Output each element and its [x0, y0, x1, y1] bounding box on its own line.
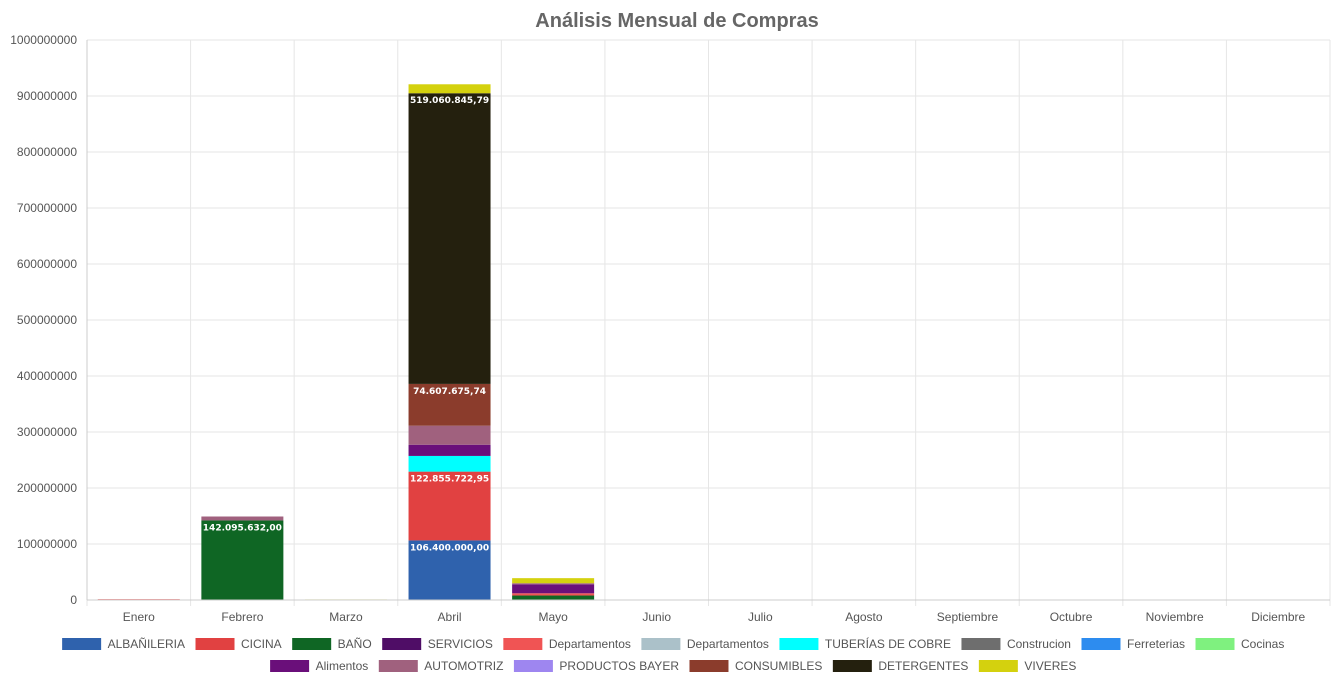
- legend-swatch: [640, 637, 682, 651]
- bar-segment: [512, 595, 595, 600]
- legend-label: Departamentos: [549, 637, 631, 651]
- legend-swatch: [512, 659, 554, 673]
- legend-swatch: [502, 637, 544, 651]
- y-tick-label: 500000000: [17, 313, 77, 327]
- bar-segment: [408, 93, 491, 384]
- legend-label: AUTOMOTRIZ: [424, 659, 503, 673]
- bar-segment: [512, 583, 595, 585]
- bar-segment: [201, 516, 284, 521]
- y-tick-label: 400000000: [17, 369, 77, 383]
- legend-label: DETERGENTES: [878, 659, 968, 673]
- bar-segment: [201, 520, 284, 600]
- legend-swatch: [778, 637, 820, 651]
- bar-segment: [408, 84, 491, 94]
- data-label: 74.607.675,74: [413, 387, 486, 397]
- x-tick-label: Marzo: [329, 610, 363, 624]
- legend-swatch: [269, 659, 311, 673]
- axes: 0 100000000 200000000 300000000 400000000 500…: [10, 33, 1330, 624]
- x-tick-label: Septiembre: [937, 610, 999, 624]
- y-tick-label: 1000000000: [10, 33, 77, 47]
- x-tick-label: Noviembre: [1146, 610, 1204, 624]
- x-tick-label: Abril: [438, 610, 462, 624]
- data-labels: 142.095.632,00 106.400.000,00 122.855.722,…: [203, 96, 489, 553]
- legend-label: VIVERES: [1024, 659, 1076, 673]
- legend-item[interactable]: Construcion: [960, 637, 1071, 651]
- bars: [97, 84, 595, 601]
- y-tick-label: 700000000: [17, 201, 77, 215]
- legend-swatch: [1194, 637, 1236, 651]
- legend-label: Construcion: [1007, 637, 1071, 651]
- bar-segment: [408, 540, 491, 600]
- legend-item[interactable]: Alimentos: [269, 659, 369, 673]
- legend-item[interactable]: Cocinas: [1194, 637, 1284, 651]
- x-tick-label: Enero: [123, 610, 155, 624]
- legend-label: SERVICIOS: [428, 637, 493, 651]
- y-tick-label: 900000000: [17, 89, 77, 103]
- y-tick-label: 800000000: [17, 145, 77, 159]
- bar-segment: [408, 383, 491, 426]
- legend-item[interactable]: SERVICIOS: [381, 637, 493, 651]
- legend-swatch: [381, 637, 423, 651]
- y-tick-label: 300000000: [17, 425, 77, 439]
- data-label: 122.855.722,95: [410, 475, 489, 485]
- bar-segment: [408, 471, 491, 541]
- y-tick-label: 600000000: [17, 257, 77, 271]
- legend-label: CONSUMIBLES: [735, 659, 822, 673]
- legend-item[interactable]: Departamentos: [640, 637, 769, 651]
- legend-item[interactable]: TUBERÍAS DE COBRE: [778, 636, 951, 651]
- legend-swatch: [61, 637, 103, 651]
- legend-swatch: [831, 659, 873, 673]
- legend-label: Cocinas: [1241, 637, 1284, 651]
- legend-item[interactable]: PRODUCTOS BAYER: [512, 659, 679, 673]
- legend-item[interactable]: Departamentos: [502, 637, 631, 651]
- chart-title: Análisis Mensual de Compras: [535, 10, 818, 32]
- y-tick-label: 200000000: [17, 481, 77, 495]
- x-tick-label: Junio: [642, 610, 671, 624]
- legend-swatch: [1080, 637, 1122, 651]
- legend-item[interactable]: AUTOMOTRIZ: [377, 659, 503, 673]
- x-tick-label: Julio: [748, 610, 773, 624]
- bar-segment: [512, 584, 595, 594]
- legend-label: Ferreterias: [1127, 637, 1185, 651]
- y-tick-label: 100000000: [17, 537, 77, 551]
- bar-segment: [408, 425, 491, 445]
- legend-label: TUBERÍAS DE COBRE: [825, 636, 951, 651]
- legend-swatch: [960, 637, 1002, 651]
- x-tick-label: Diciembre: [1251, 610, 1305, 624]
- legend-label: ALBAÑILERIA: [108, 637, 185, 651]
- x-tick-label: Agosto: [845, 610, 883, 624]
- bar-segment: [512, 578, 595, 584]
- legend-label: BAÑO: [338, 637, 372, 651]
- legend-label: PRODUCTOS BAYER: [559, 659, 679, 673]
- y-tick-label: 0: [70, 593, 77, 607]
- bar-segment: [408, 455, 491, 472]
- legend-item[interactable]: CONSUMIBLES: [688, 659, 822, 673]
- data-label: 106.400.000,00: [410, 543, 489, 553]
- legend-swatch: [291, 637, 333, 651]
- legend-swatch: [377, 659, 419, 673]
- legend: ALBAÑILERIA CICINA BAÑO SERVICIOS Departamen…: [61, 636, 1284, 673]
- legend-item[interactable]: Ferreterias: [1080, 637, 1185, 651]
- legend-swatch: [688, 659, 730, 673]
- legend-item[interactable]: CICINA: [194, 637, 282, 651]
- data-label: 142.095.632,00: [203, 523, 282, 533]
- legend-item[interactable]: BAÑO: [291, 637, 372, 651]
- legend-item[interactable]: ALBAÑILERIA: [61, 637, 185, 651]
- x-tick-label: Mayo: [538, 610, 568, 624]
- legend-label: Alimentos: [316, 659, 369, 673]
- bar-segment: [512, 593, 595, 596]
- legend-label: Departamentos: [687, 637, 769, 651]
- bar-segment: [408, 444, 491, 456]
- x-tick-label: Febrero: [221, 610, 263, 624]
- x-tick-label: Octubre: [1050, 610, 1093, 624]
- legend-label: CICINA: [241, 637, 282, 651]
- legend-swatch: [194, 637, 236, 651]
- legend-item[interactable]: DETERGENTES: [831, 659, 968, 673]
- data-label: 519.060.845,79: [410, 96, 489, 106]
- legend-item[interactable]: VIVERES: [977, 659, 1076, 673]
- legend-swatch: [977, 659, 1019, 673]
